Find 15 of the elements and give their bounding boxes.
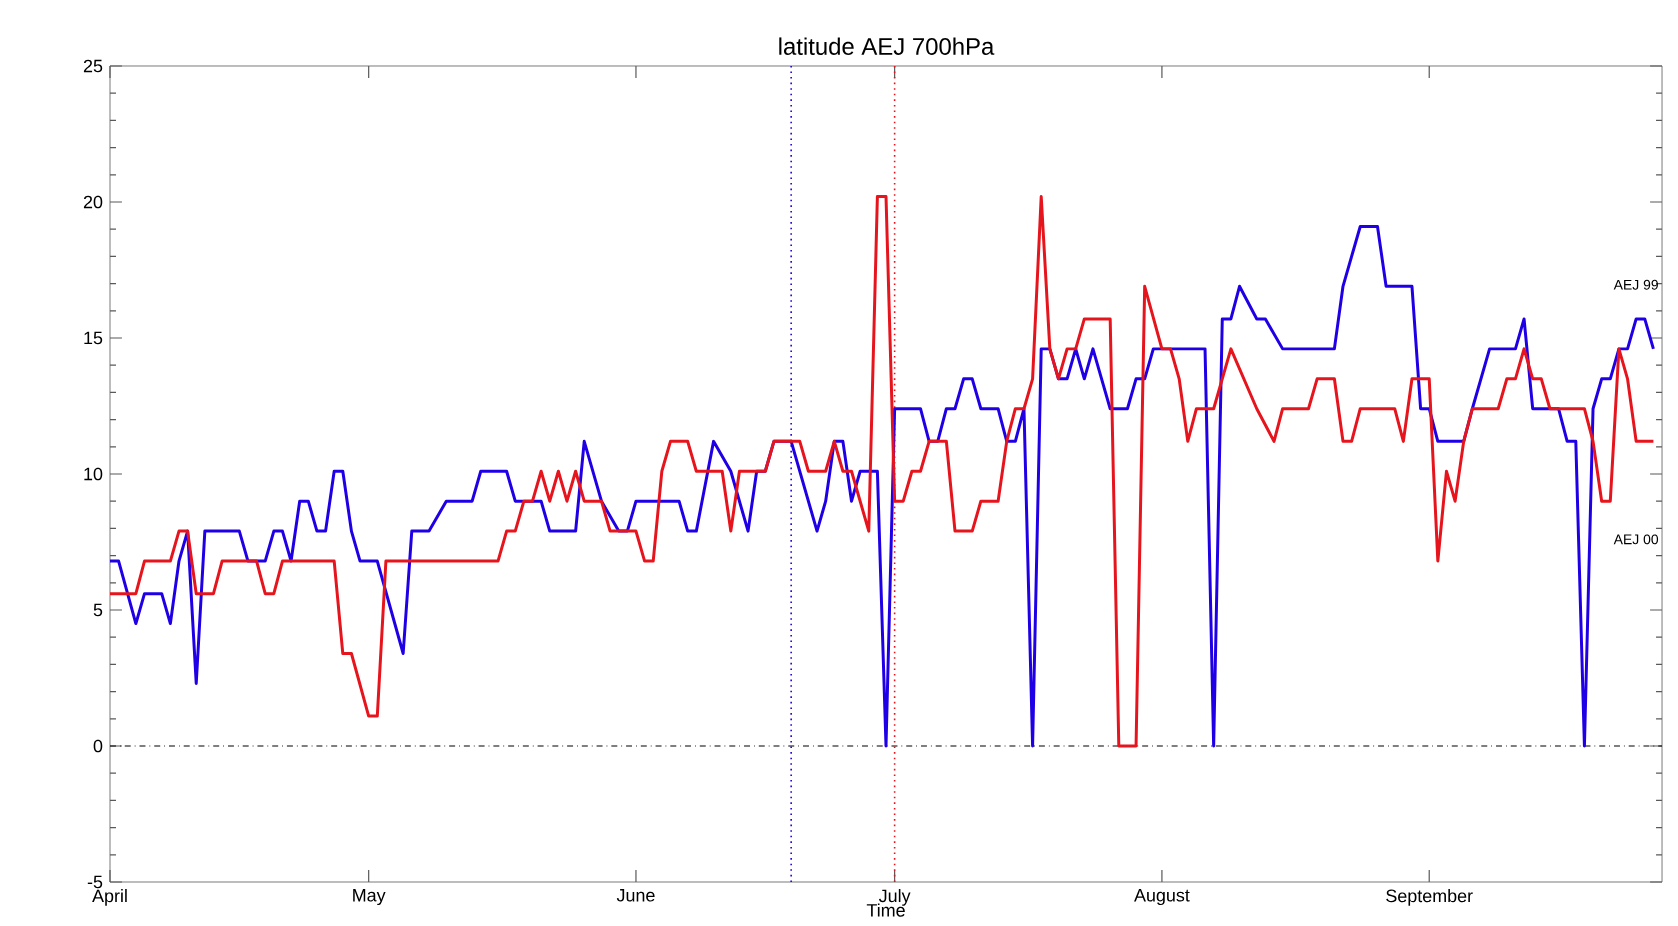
x-tick-label: July — [878, 889, 911, 906]
x-tick-label: April — [92, 889, 127, 906]
y-tick-label: 20 — [83, 195, 103, 209]
x-tick-label: August — [1134, 889, 1190, 906]
y-tick-label: -5 — [87, 875, 103, 889]
x-axis-title: Time — [866, 903, 905, 917]
y-tick-label: 5 — [93, 603, 103, 617]
y-tick-label: 15 — [84, 331, 103, 345]
y-tick-label: 25 — [83, 59, 103, 73]
y-tick-label: 0 — [93, 739, 103, 753]
x-tick-label: June — [616, 889, 655, 902]
x-tick-label: September — [1386, 889, 1473, 906]
x-tick-label: May — [353, 889, 386, 906]
y-tick-label: 10 — [84, 467, 103, 481]
chart-title: latitude AEJ 700hPa — [779, 37, 995, 55]
